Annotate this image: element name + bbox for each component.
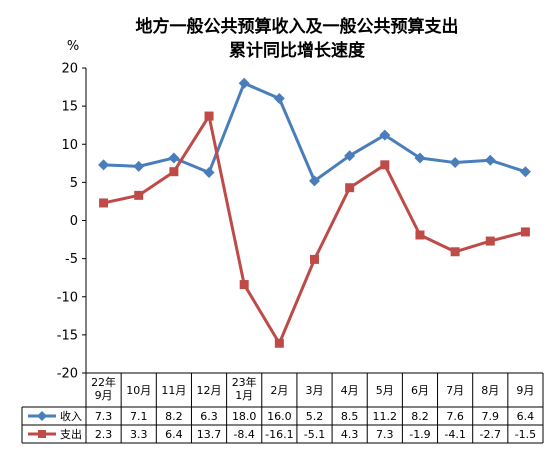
data-point-2 bbox=[239, 280, 249, 290]
table-value-cell: 2.3 bbox=[95, 428, 113, 441]
x-category-label: 7月 bbox=[446, 384, 464, 397]
data-point-1 bbox=[273, 93, 285, 104]
data-point-2 bbox=[274, 338, 284, 348]
data-point-1 bbox=[309, 175, 320, 187]
table-value-cell: 7.3 bbox=[376, 428, 394, 441]
x-category-label: 8月 bbox=[481, 384, 499, 397]
data-point-2 bbox=[380, 160, 390, 170]
series-line-2 bbox=[103, 114, 526, 345]
x-category-label: 10月 bbox=[126, 384, 151, 397]
x-category-label: 2月 bbox=[270, 384, 288, 397]
data-point-1 bbox=[414, 152, 426, 164]
table-value-cell: 13.7 bbox=[197, 428, 222, 441]
y-tick-label: 0 bbox=[70, 214, 78, 229]
data-point-1 bbox=[238, 77, 250, 89]
y-tick-label: 10 bbox=[61, 138, 78, 153]
x-category-label: 12月 bbox=[197, 384, 222, 397]
data-point-1 bbox=[133, 160, 145, 172]
table-value-cell: 18.0 bbox=[232, 410, 257, 423]
data-point-2 bbox=[204, 111, 214, 121]
x-category-label: 6月 bbox=[411, 384, 429, 397]
plot-area bbox=[98, 77, 531, 348]
y-tick-label: -15 bbox=[57, 328, 78, 343]
data-point-1 bbox=[484, 154, 496, 166]
y-tick-label: 20 bbox=[61, 62, 78, 77]
y-axis-unit: % bbox=[67, 39, 79, 54]
x-category-label: 23年 bbox=[232, 375, 257, 389]
legend-label-1: 收入 bbox=[60, 409, 82, 423]
x-category-label: 9月 bbox=[95, 389, 113, 402]
data-point-1 bbox=[379, 129, 391, 141]
data-point-2 bbox=[134, 190, 144, 200]
chart-title-line-1: 地方一般公共预算收入及一般公共预算支出 bbox=[136, 16, 459, 37]
table-value-cell: -2.7 bbox=[480, 428, 501, 441]
x-category-label: 9月 bbox=[516, 384, 534, 397]
table-value-cell: 6.4 bbox=[517, 410, 535, 423]
y-axis-ticks: 20 15 10 5 0 -5 -10 -15 -20 bbox=[57, 62, 86, 382]
table-value-cell: 7.1 bbox=[130, 410, 148, 423]
table-value-cell: -1.5 bbox=[515, 428, 536, 441]
data-point-1 bbox=[519, 166, 531, 178]
table-value-cell: 8.5 bbox=[341, 410, 359, 423]
x-category-label: 1月 bbox=[235, 389, 253, 402]
y-tick-label: -5 bbox=[65, 252, 78, 267]
table-value-cell: 5.2 bbox=[306, 410, 324, 423]
x-category-label: 11月 bbox=[161, 384, 186, 397]
legend-marker-diamond bbox=[37, 411, 47, 421]
data-point-1 bbox=[449, 157, 461, 169]
table-value-cell: 16.0 bbox=[267, 410, 292, 423]
table-value-cell: -5.1 bbox=[304, 428, 325, 441]
table-value-cell: -8.4 bbox=[233, 428, 254, 441]
x-category-label: 3月 bbox=[306, 384, 324, 397]
x-category-label: 4月 bbox=[341, 384, 359, 397]
data-point-2 bbox=[450, 247, 460, 257]
y-tick-label: -10 bbox=[57, 290, 78, 305]
y-tick-label: -20 bbox=[57, 367, 78, 382]
table-value-cell: -16.1 bbox=[265, 428, 293, 441]
x-category-label: 22年 bbox=[91, 375, 116, 389]
data-point-2 bbox=[345, 183, 355, 193]
table-value-cell: -1.9 bbox=[409, 428, 430, 441]
x-category-label: 5月 bbox=[376, 384, 394, 397]
data-point-2 bbox=[99, 198, 109, 208]
table-value-cell: 11.2 bbox=[373, 410, 398, 423]
legend-label-2: 支出 bbox=[60, 427, 82, 441]
table-value-cell: 8.2 bbox=[411, 410, 429, 423]
chart-title-line-2: 累计同比增长速度 bbox=[229, 40, 366, 61]
data-point-2 bbox=[520, 227, 530, 237]
data-point-2 bbox=[415, 230, 425, 240]
table-value-cell: 7.6 bbox=[446, 410, 464, 423]
y-tick-label: 15 bbox=[61, 100, 78, 115]
data-point-1 bbox=[344, 150, 356, 162]
table-value-cell: 8.2 bbox=[165, 410, 183, 423]
table-value-cell: 6.4 bbox=[165, 428, 183, 441]
data-point-1 bbox=[168, 152, 180, 164]
table-value-cell: 3.3 bbox=[130, 428, 148, 441]
data-point-2 bbox=[485, 236, 495, 246]
data-point-2 bbox=[169, 167, 179, 177]
data-point-1 bbox=[203, 166, 215, 178]
table-value-cell: 4.3 bbox=[341, 428, 359, 441]
series-line-1 bbox=[103, 81, 526, 183]
table-value-cell: 7.9 bbox=[482, 410, 500, 423]
table-value-cell: 6.3 bbox=[200, 410, 218, 423]
data-point-1 bbox=[98, 159, 110, 171]
legend-marker-square bbox=[38, 430, 46, 438]
y-tick-label: 5 bbox=[70, 176, 78, 191]
table-value-cell: -4.1 bbox=[444, 428, 465, 441]
table-value-cell: 7.3 bbox=[95, 410, 113, 423]
data-point-2 bbox=[310, 254, 319, 264]
